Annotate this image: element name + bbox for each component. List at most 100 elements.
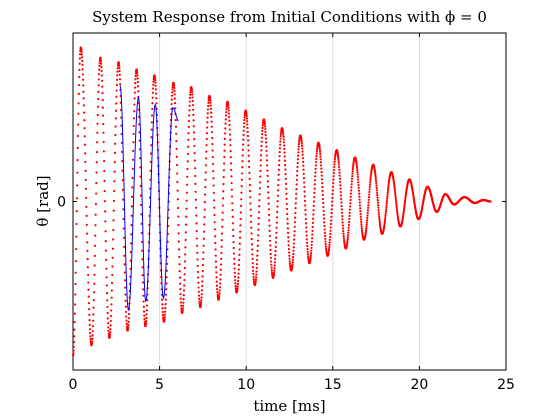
series-0-point-1498	[378, 221, 381, 224]
series-0-point-253	[123, 279, 127, 282]
series-0-point-184	[109, 319, 112, 323]
series-0-point-823	[240, 178, 243, 181]
series-0-point-994	[275, 221, 278, 224]
series-0-point-317	[136, 85, 140, 88]
series-0-point-1204	[318, 146, 321, 150]
series-0-point-571	[189, 91, 192, 94]
series-0-point-1391	[356, 175, 359, 179]
series-0-point-439	[162, 316, 165, 319]
series-0-point-678	[211, 136, 214, 140]
series-0-point-1274	[332, 168, 336, 172]
series-0-point-915	[259, 164, 262, 167]
series-0-point-624	[200, 301, 203, 304]
series-0-point-1134	[304, 208, 307, 212]
series-0-point-811	[238, 253, 241, 256]
series-0-point-685	[212, 184, 215, 187]
series-0-point-683	[212, 169, 215, 173]
series-0-point-63	[84, 187, 88, 190]
series-0-point-28	[77, 92, 80, 95]
series-0-point-1532	[385, 202, 388, 205]
series-0-point-1539	[387, 187, 390, 190]
series-0-point-1542	[387, 181, 390, 185]
series-0-point-1121	[301, 153, 304, 156]
series-0-point-116	[95, 151, 99, 154]
series-0-point-1575	[394, 194, 397, 198]
series-0-point-687	[212, 199, 216, 202]
series-0-point-271	[127, 320, 130, 324]
series-0-point-1449	[368, 185, 371, 189]
series-0-point-645	[204, 178, 207, 181]
series-0-point-969	[270, 269, 273, 272]
series-0-point-1310	[340, 201, 343, 204]
series-0-point-911	[258, 187, 261, 190]
series-0-point-668	[209, 97, 212, 100]
series-0-point-689	[213, 213, 216, 217]
series-0-point-21	[76, 171, 79, 174]
series-0-point-504	[175, 147, 178, 150]
series-0-point-1497	[378, 219, 381, 222]
series-0-point-1273	[332, 171, 335, 175]
series-0-point-401	[154, 78, 157, 82]
series-0-point-701	[215, 284, 219, 287]
series-0-point-1406	[359, 218, 363, 221]
series-0-point-1080	[293, 234, 296, 237]
series-0-point-95	[91, 334, 94, 337]
series-0-point-1525	[384, 216, 387, 219]
series-0-point-877	[251, 266, 255, 269]
series-0-point-671	[209, 104, 212, 107]
series-0-point-653	[206, 126, 209, 129]
series-0-point-1141	[305, 238, 308, 241]
series-0-point-1354	[349, 202, 352, 205]
y-tick-label-0: 0	[57, 195, 66, 211]
series-0-point-358	[145, 316, 148, 319]
series-0-point-633	[201, 263, 205, 267]
series-0-point-438	[161, 313, 165, 317]
series-0-point-1100	[297, 148, 300, 151]
series-0-point-902	[256, 239, 260, 242]
series-0-point-585	[192, 108, 195, 111]
series-0-point-96	[91, 330, 94, 333]
series-0-point-1169	[311, 229, 314, 232]
series-0-point-776	[231, 202, 234, 205]
series-0-point-561	[187, 138, 190, 141]
series-0-point-1308	[339, 194, 343, 197]
series-0-point-605	[196, 251, 199, 254]
series-0-point-1402	[359, 207, 362, 210]
series-0-point-2	[72, 352, 75, 355]
series-0-point-810	[238, 258, 241, 262]
series-0-point-920	[260, 140, 263, 143]
series-0-point-198	[112, 209, 115, 212]
series-0-point-882	[252, 280, 256, 283]
series-0-point-1306	[339, 187, 342, 190]
series-0-point-1186	[314, 160, 318, 164]
series-0-point-1397	[358, 192, 361, 195]
series-0-point-135	[99, 58, 102, 61]
series-0-point-118	[96, 131, 99, 134]
series-0-point-1410	[360, 227, 363, 230]
series-0-point-329	[139, 175, 142, 178]
series-0-point-78	[88, 308, 91, 311]
series-0-point-936	[263, 123, 267, 126]
series-0-point-1437	[366, 216, 369, 219]
series-0-point-644	[204, 186, 207, 189]
series-0-point-1125	[302, 168, 305, 171]
series-0-point-153	[103, 179, 106, 183]
series-0-point-336	[140, 240, 144, 244]
series-0-point-1176	[312, 200, 316, 203]
series-0-point-1541	[387, 183, 390, 186]
series-0-point-759	[227, 109, 230, 112]
series-0-point-297	[132, 117, 136, 120]
series-0-point-126	[97, 73, 101, 76]
series-0-point-542	[183, 278, 186, 282]
series-0-point-107	[93, 244, 97, 247]
series-0-point-259	[125, 315, 128, 318]
series-0-point-852	[246, 130, 249, 133]
series-0-point-637	[202, 237, 205, 240]
series-0-point-100	[92, 306, 95, 309]
series-0-point-555	[186, 183, 189, 186]
series-0-point-1319	[342, 230, 345, 233]
series-0-point-720	[219, 268, 222, 271]
series-0-point-550	[184, 223, 188, 226]
series-0-point-926	[261, 122, 265, 125]
series-0-point-199	[112, 199, 116, 202]
